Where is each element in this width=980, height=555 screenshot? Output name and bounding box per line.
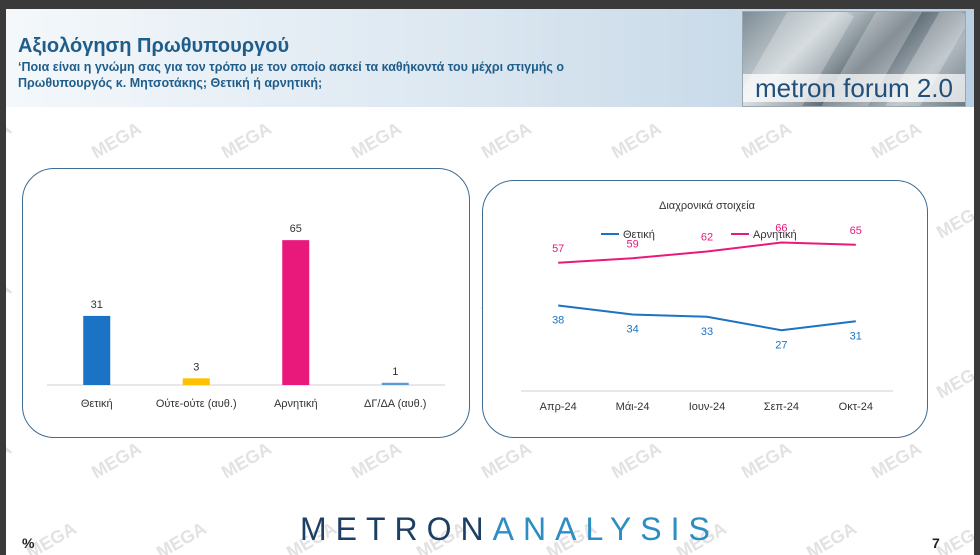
watermark-text: MEGA	[6, 438, 15, 482]
line-chart-title: Διαχρονικά στοιχεία	[659, 200, 756, 212]
percent-label: %	[22, 535, 35, 551]
data-label: 27	[775, 339, 787, 351]
x-tick-label: Οκτ-24	[839, 401, 873, 413]
watermark-text: MEGA	[6, 118, 15, 162]
bar-value-label: 3	[193, 361, 199, 373]
data-label: 59	[626, 238, 638, 250]
watermark-text: MEGA	[868, 118, 925, 162]
logo-text: metron forum 2.0	[743, 74, 965, 102]
watermark-text: MEGA	[218, 118, 275, 162]
watermark-text: MEGA	[738, 438, 795, 482]
bar-category-label: ΔΓ/ΔΑ (αυθ.)	[364, 398, 426, 410]
bar	[381, 382, 409, 385]
series-line	[558, 304, 856, 332]
header: Αξιολόγηση Πρωθυπουργού ‘Ποια είναι η γν…	[6, 9, 974, 107]
metron-forum-logo: metron forum 2.0	[742, 11, 966, 107]
legend-label: Αρνητική	[753, 229, 797, 241]
data-label: 31	[850, 330, 862, 342]
bar-chart: 31 Θετική 3 Ούτε-ούτε (αυθ.) 65 Αρνητική 1 ΔΓ/Δ…	[47, 223, 445, 410]
slide: Αξιολόγηση Πρωθυπουργού ‘Ποια είναι η γν…	[6, 9, 974, 555]
data-label: 33	[701, 326, 713, 338]
question-text: ‘Ποια είναι η γνώμη σας για τον τρόπο με…	[18, 60, 565, 90]
line-chart-panel: Διαχρονικά στοιχεία Θετική Αρνητική Απρ-24 Μ…	[482, 180, 928, 438]
bar	[282, 240, 310, 385]
watermark-text: MEGA	[803, 518, 860, 555]
data-label: 62	[701, 232, 713, 244]
watermark-text: MEGA	[478, 438, 535, 482]
data-label: 65	[850, 225, 862, 237]
watermark-text: MEGA	[738, 118, 795, 162]
watermark-text: MEGA	[88, 438, 145, 482]
watermark-text: MEGA	[478, 118, 535, 162]
bar-value-label: 31	[91, 299, 103, 311]
bar	[83, 315, 111, 385]
watermark-text: MEGA	[348, 118, 405, 162]
watermark-text: MEGA	[933, 198, 974, 242]
watermark-text: MEGA	[608, 118, 665, 162]
series-line	[558, 241, 856, 264]
watermark-text: MEGA	[88, 118, 145, 162]
legend-label: Θετική	[623, 229, 655, 241]
x-tick-label: Σεπ-24	[764, 401, 799, 413]
watermark-text: MEGA	[6, 278, 15, 322]
metron-analysis-logo: METRONANALYSIS	[300, 511, 719, 548]
page-number: 7	[932, 535, 940, 551]
watermark-text: MEGA	[868, 438, 925, 482]
data-label: 57	[552, 243, 564, 255]
bar-category-label: Θετική	[81, 398, 113, 410]
watermark-text: MEGA	[608, 438, 665, 482]
watermark-text: MEGA	[218, 438, 275, 482]
data-label: 66	[775, 223, 787, 235]
watermark-text: MEGA	[153, 518, 210, 555]
brand-part-1: METRON	[300, 511, 493, 547]
watermark-text: MEGA	[933, 358, 974, 402]
data-label: 34	[626, 324, 638, 336]
bar-chart-panel: 31 Θετική 3 Ούτε-ούτε (αυθ.) 65 Αρνητική 1 ΔΓ/Δ…	[22, 168, 470, 438]
x-tick-label: Ιουν-24	[689, 401, 726, 413]
brand-part-2: ANALYSIS	[492, 511, 719, 547]
bar-category-label: Ούτε-ούτε (αυθ.)	[156, 398, 237, 410]
line-chart: Διαχρονικά στοιχεία Θετική Αρνητική Απρ-24 Μ…	[521, 200, 893, 413]
bar-value-label: 65	[290, 223, 302, 235]
bar-category-label: Αρνητική	[274, 398, 318, 410]
x-tick-label: Απρ-24	[540, 401, 577, 413]
watermark-text: MEGA	[348, 438, 405, 482]
x-tick-label: Μάι-24	[616, 401, 650, 413]
data-label: 38	[552, 315, 564, 327]
bar	[182, 378, 210, 385]
page-title: Αξιολόγηση Πρωθυπουργού	[18, 35, 290, 57]
bar-value-label: 1	[392, 366, 398, 378]
